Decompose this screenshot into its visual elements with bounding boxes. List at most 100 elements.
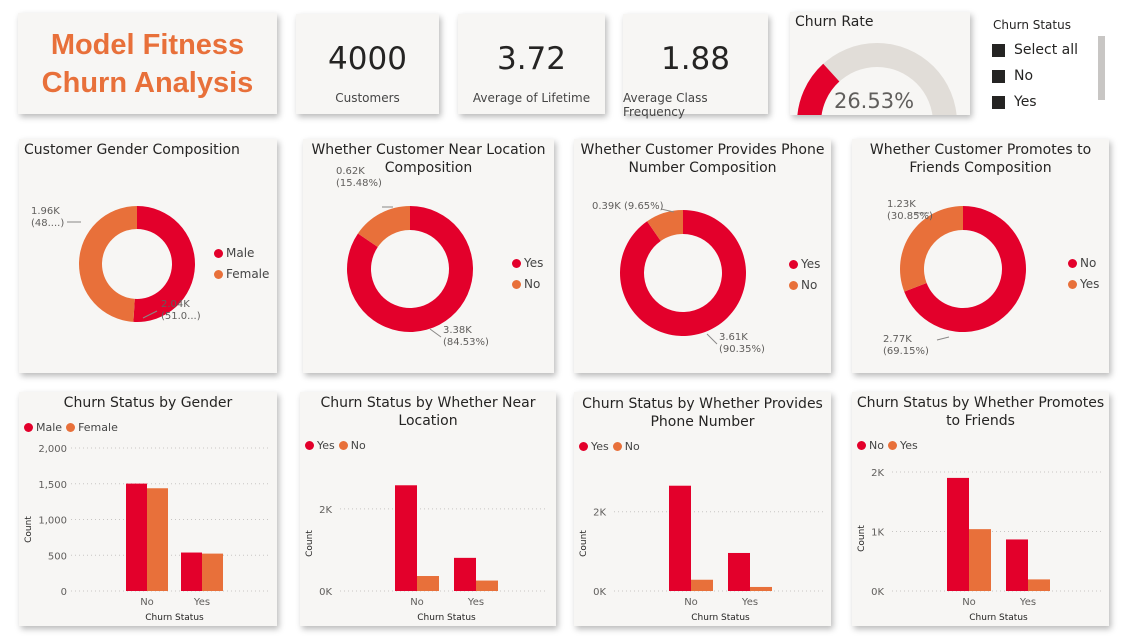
legend-label: No [801, 278, 818, 292]
data-label-value: 3.38K [443, 325, 472, 336]
dashboard-title-card: Model Fitness Churn Analysis [18, 13, 277, 114]
bar-yes-yes[interactable] [728, 552, 750, 591]
legend-item[interactable]: Yes [512, 256, 543, 270]
legend-label: Female [226, 267, 270, 281]
data-label-percent: (69.15%) [883, 346, 929, 357]
legend-item[interactable]: No [512, 277, 543, 291]
legend-item[interactable]: No [1068, 256, 1099, 270]
x-axis-title: Churn Status [145, 613, 204, 623]
title-line: Whether Customer Near Location [311, 142, 546, 158]
near-location-donut-title: Whether Customer Near Location Compositi… [303, 141, 554, 177]
slicer-option-select-all[interactable]: Select all [992, 37, 1078, 63]
legend-label: No [1080, 256, 1097, 270]
title-line: Churn Status by Whether Provides [582, 396, 823, 412]
bar-yes-yes[interactable] [1028, 579, 1050, 591]
x-tick-label: Yes [741, 597, 758, 608]
churn-rate-gauge: 26.53% [797, 43, 957, 115]
bar-yes-no[interactable] [395, 485, 417, 591]
bar-female-no[interactable] [147, 488, 168, 591]
legend-item[interactable]: Yes [305, 439, 335, 452]
gender-donut-card[interactable]: Customer Gender Composition 2.04K (51.0..… [19, 139, 277, 373]
promotes-friends-donut-card[interactable]: Whether Customer Promotes to Friends Com… [852, 139, 1109, 373]
donut-slice-female[interactable] [79, 206, 137, 322]
bar-no-yes[interactable] [750, 586, 772, 591]
donut-slice-no[interactable] [647, 210, 683, 241]
legend-item[interactable]: No [789, 278, 820, 292]
bar-yes-yes[interactable] [454, 557, 476, 591]
checkbox-icon[interactable] [992, 69, 1005, 83]
gender-bar-card[interactable]: Churn Status by Gender Male Female 0 500 1… [19, 392, 277, 626]
x-tick-label: No [410, 597, 424, 608]
bar-male-no[interactable] [126, 483, 147, 591]
x-tick-label: No [140, 597, 154, 608]
y-tick-label: 0K [593, 587, 606, 598]
donut-slice-male[interactable] [133, 206, 196, 322]
y-axis-title: Count [305, 530, 315, 557]
donut-slice-no[interactable] [357, 206, 410, 248]
legend-item[interactable]: Yes [789, 257, 820, 271]
legend-item[interactable]: Female [214, 267, 269, 281]
near-location-bar-chart: 0K 2K No Yes Churn Status Count [305, 485, 548, 623]
donut-slice-yes[interactable] [347, 206, 473, 332]
data-label-value: 1.23K [887, 199, 916, 210]
legend-item[interactable]: No [338, 439, 366, 452]
y-tick-label: 500 [48, 551, 67, 562]
bar-no-no[interactable] [691, 579, 713, 591]
y-tick-label: 1K [871, 527, 884, 538]
slicer-option-label: No [1014, 68, 1034, 84]
y-tick-label: 2K [319, 505, 332, 516]
bar-female-yes[interactable] [202, 553, 223, 591]
checkbox-icon[interactable] [992, 95, 1005, 109]
gender-bar-chart: 0 500 1,000 1,500 2,000 No Yes Churn Status Coun… [24, 444, 269, 623]
legend-label: Male [226, 246, 255, 260]
legend-item[interactable]: Male [214, 246, 269, 260]
churn-rate-gauge-card[interactable]: Churn Rate 26.53% [790, 12, 970, 115]
phone-number-bar-card[interactable]: Churn Status by Whether Provides Phone N… [574, 392, 831, 626]
kpi-lifetime-label: Average of Lifetime [472, 91, 591, 105]
donut-slice-no[interactable] [904, 206, 1026, 332]
bar-no-no[interactable] [947, 477, 969, 591]
bar-no-no[interactable] [417, 576, 439, 591]
promotes-friends-donut-chart: 2.77K(69.15%) 1.23K(30.85%) [883, 199, 1026, 357]
bar-no-yes[interactable] [476, 580, 498, 591]
kpi-lifetime-card[interactable]: 3.72 Average of Lifetime [458, 14, 605, 114]
bar-yes-no[interactable] [669, 485, 691, 591]
legend-label: Yes [801, 257, 821, 271]
slicer-scrollbar[interactable] [1098, 36, 1105, 100]
y-tick-label: 0K [871, 587, 884, 598]
promotes-friends-bar-chart: 0K 1K 2K No Yes Churn Status Count [857, 468, 1102, 623]
legend-item[interactable]: Male [24, 421, 62, 434]
near-location-donut-card[interactable]: Whether Customer Near Location Compositi… [303, 139, 554, 373]
x-axis-title: Churn Status [417, 613, 476, 623]
legend-item[interactable]: Yes [1068, 277, 1099, 291]
bar-male-yes[interactable] [181, 552, 202, 591]
kpi-customers-label: Customers [335, 91, 400, 105]
y-tick-label: 2K [593, 508, 606, 519]
slicer-option-no[interactable]: No [992, 63, 1078, 89]
legend-item[interactable]: Yes [887, 439, 918, 452]
x-tick-label: Yes [467, 597, 484, 608]
promotes-friends-bar-card[interactable]: Churn Status by Whether Promotes to Frie… [852, 392, 1109, 626]
legend-item[interactable]: No [612, 440, 640, 453]
kpi-class-frequency-card[interactable]: 1.88 Average Class Frequency [623, 14, 768, 119]
donut-slice-yes[interactable] [620, 210, 746, 336]
legend-item[interactable]: Female [66, 421, 118, 434]
legend-item[interactable]: Yes [579, 440, 609, 453]
legend-item[interactable]: No [857, 439, 884, 452]
donut-slice-yes[interactable] [900, 206, 963, 292]
title-line: Friends Composition [909, 160, 1052, 176]
bar-yes-no[interactable] [969, 529, 991, 591]
gender-bar-legend: Male Female [24, 421, 122, 434]
legend-label: Yes [524, 256, 544, 270]
kpi-customers-card[interactable]: 4000 Customers [296, 14, 439, 114]
phone-number-donut-title: Whether Customer Provides Phone Number C… [574, 141, 831, 177]
phone-number-donut-card[interactable]: Whether Customer Provides Phone Number C… [574, 139, 831, 373]
slicer-option-yes[interactable]: Yes [992, 89, 1078, 115]
checkbox-icon[interactable] [992, 43, 1005, 57]
near-location-bar-card[interactable]: Churn Status by Whether Near Location Ye… [300, 392, 556, 626]
y-axis-title: Count [24, 516, 34, 543]
bar-no-yes[interactable] [1006, 539, 1028, 591]
y-tick-label: 1,000 [38, 516, 67, 527]
promotes-friends-bar-legend: No Yes [857, 439, 922, 452]
x-axis-title: Churn Status [969, 613, 1028, 623]
